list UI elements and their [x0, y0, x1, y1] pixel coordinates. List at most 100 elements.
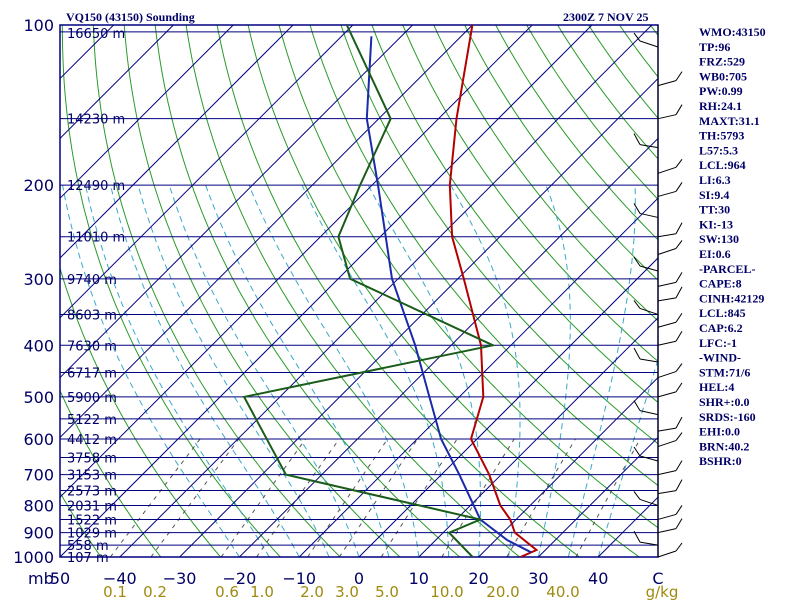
wind-barb [657, 513, 677, 520]
pressure-tick-label: 500 [23, 388, 54, 407]
index-item: FRZ:529 [699, 55, 745, 69]
temperature-tick-label: −30 [163, 569, 197, 588]
wind-barbs [633, 25, 683, 558]
isotherm [298, 197, 658, 557]
moist-adiabat [537, 184, 571, 557]
wind-barb-flag [675, 313, 683, 323]
pressure-tick-label: 200 [23, 176, 54, 195]
wind-barb [639, 212, 659, 218]
mixing-ratio-tick-label: 5.0 [375, 583, 399, 600]
sounding-traces [242, 25, 539, 557]
index-item: HEL:4 [699, 380, 734, 394]
index-item: L57:5.3 [699, 143, 738, 157]
height-label: 11010 m [67, 231, 125, 246]
wind-barb [657, 248, 677, 255]
dry-adiabat [60, 389, 162, 557]
wind-barb [639, 358, 659, 363]
height-label: 3758 m [67, 451, 117, 466]
wind-barb [657, 340, 677, 346]
wind-barb [657, 427, 677, 432]
index-item: SHR+:0.0 [699, 395, 750, 409]
index-item: EHI:0.0 [699, 425, 740, 439]
wind-barb [657, 321, 677, 328]
height-label: 3153 m [67, 469, 117, 484]
mixing-ratio-tick-label: 3.0 [335, 583, 359, 600]
index-item: STM:71/6 [699, 365, 750, 379]
mixing-ratio-tick-label: 0.2 [143, 583, 167, 600]
temperature-tick-label: 20 [468, 569, 488, 588]
stability-indices-panel: WMO:43150TP:96FRZ:529WB0:705PW:0.99RH:24… [699, 25, 766, 468]
index-item: LFC:-1 [699, 336, 737, 350]
moist-adiabat [597, 357, 658, 557]
dry-adiabat [60, 491, 102, 557]
height-label: 1522 m [67, 513, 117, 528]
isotherm [239, 137, 658, 557]
wind-barb [657, 470, 677, 476]
pressure-tick-label: 600 [23, 430, 54, 449]
parcel-trace [365, 36, 532, 554]
dry-adiabat [433, 25, 658, 322]
isotherm [60, 25, 294, 259]
moist-adiabat [248, 184, 420, 557]
mixing-ratio-line [506, 438, 576, 557]
moist-adiabat [450, 184, 521, 557]
pressure-tick-label: 700 [23, 466, 54, 485]
mixing-ratio-tick-label: 2.0 [300, 583, 324, 600]
mixing-ratio-line [220, 438, 307, 557]
index-item: SRDS:-160 [699, 410, 756, 424]
chart-time: 2300Z 7 NOV 25 [563, 10, 648, 24]
wind-barb [657, 440, 677, 448]
wind-barb-flag [675, 71, 683, 81]
wind-barb [639, 455, 659, 462]
wind-barb-flag [633, 203, 641, 214]
dry-adiabat [402, 25, 658, 363]
index-item: -PARCEL- [699, 262, 755, 276]
dry-adiabat [92, 25, 341, 557]
index-item: TP:96 [699, 40, 730, 54]
index-item: BRN:40.2 [699, 439, 749, 453]
isotherm [418, 317, 658, 557]
pressure-tick-label: 100 [23, 16, 54, 35]
wind-barb [657, 371, 677, 379]
isotherm [179, 77, 658, 557]
wind-barb-flag [633, 256, 641, 267]
wind-barb [657, 528, 677, 534]
mixing-ratio-line [441, 438, 515, 557]
isotherm [60, 25, 174, 140]
temperature-tick-label: −20 [223, 569, 257, 588]
isotherm [538, 436, 658, 557]
wind-barb [657, 80, 677, 87]
wind-barb-flag [675, 222, 683, 234]
wind-barb-flag [633, 400, 641, 411]
height-label: 12490 m [67, 179, 125, 194]
wind-barb [639, 498, 659, 506]
pressure-tick-label: 900 [23, 524, 54, 543]
wind-barb [639, 265, 659, 272]
dry-adiabat [185, 25, 521, 557]
index-item: RH:24.1 [699, 99, 742, 113]
dry-adiabat [371, 25, 658, 404]
index-item: WB0:705 [699, 69, 747, 83]
wind-barb-flag [675, 240, 683, 249]
index-item: TH:5793 [699, 129, 744, 143]
index-item: SI:9.4 [699, 188, 729, 202]
wind-barb-flag [675, 286, 683, 299]
wind-barb-flag [633, 32, 641, 42]
pressure-tick-label: 300 [23, 270, 54, 289]
moist-adiabat [205, 184, 390, 557]
dewpoint-trace [242, 25, 497, 557]
temperature-tick-label: 0 [354, 569, 364, 588]
height-label: 5122 m [67, 413, 117, 428]
height-label: 4412 m [67, 433, 117, 448]
isotherm [60, 25, 473, 439]
pressure-tick-label: 1000 [13, 548, 54, 567]
index-item: LCL:845 [699, 306, 746, 320]
height-label: 8603 m [67, 308, 117, 323]
isotherm [478, 376, 658, 557]
wind-barb-flag [633, 347, 641, 360]
wind-barb [639, 541, 659, 546]
wind-barb [639, 410, 659, 416]
mixing-ratio-tick-label: 20.0 [486, 583, 519, 600]
index-item: LCL:964 [699, 158, 746, 172]
isotherms [60, 25, 658, 557]
